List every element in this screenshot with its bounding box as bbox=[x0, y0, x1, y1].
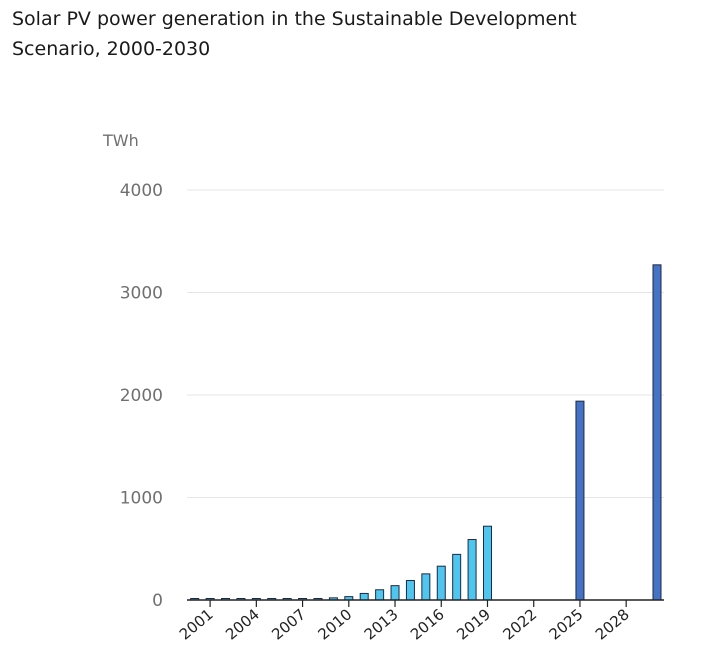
x-tick-label: 2028 bbox=[592, 605, 633, 643]
y-axis-unit: TWh bbox=[102, 131, 139, 150]
bars bbox=[190, 264, 662, 601]
x-tick-label: 2007 bbox=[268, 605, 309, 643]
y-axis-tick-labels: 0 1000 2000 3000 4000 bbox=[120, 181, 163, 611]
bar-2011 bbox=[359, 592, 369, 601]
x-tick-label: 2025 bbox=[546, 605, 587, 643]
x-tick-label: 2004 bbox=[222, 605, 263, 643]
x-tick-label: 2016 bbox=[407, 605, 448, 643]
x-axis-ticks bbox=[209, 600, 627, 607]
bar-2017 bbox=[452, 553, 462, 601]
y-tick-label: 0 bbox=[152, 591, 163, 611]
bar-2013 bbox=[390, 585, 400, 601]
y-tick-label: 4000 bbox=[120, 181, 163, 201]
x-axis-tick-labels: 2001 2004 2007 2010 2013 2016 2019 2022 2025 2028 bbox=[176, 605, 633, 643]
bar-2019 bbox=[482, 525, 492, 601]
y-tick-label: 3000 bbox=[120, 284, 163, 304]
bar-2015 bbox=[421, 573, 431, 601]
x-tick-label: 2022 bbox=[499, 605, 540, 643]
gridlines bbox=[187, 189, 664, 498]
bar-2030 bbox=[652, 264, 662, 601]
x-tick-label: 2013 bbox=[361, 605, 402, 643]
x-tick-label: 2001 bbox=[176, 605, 217, 643]
x-tick-label: 2019 bbox=[453, 605, 494, 643]
bar-2012 bbox=[375, 589, 385, 601]
bar-2014 bbox=[405, 580, 415, 601]
bar-2025 bbox=[575, 400, 585, 601]
bar-2018 bbox=[467, 539, 477, 601]
y-tick-label: 2000 bbox=[120, 386, 163, 406]
y-tick-label: 1000 bbox=[120, 489, 163, 509]
bar-2016 bbox=[436, 565, 446, 601]
chart-title: Solar PV power generation in the Sustain… bbox=[12, 8, 577, 60]
x-tick-label: 2010 bbox=[315, 605, 356, 643]
